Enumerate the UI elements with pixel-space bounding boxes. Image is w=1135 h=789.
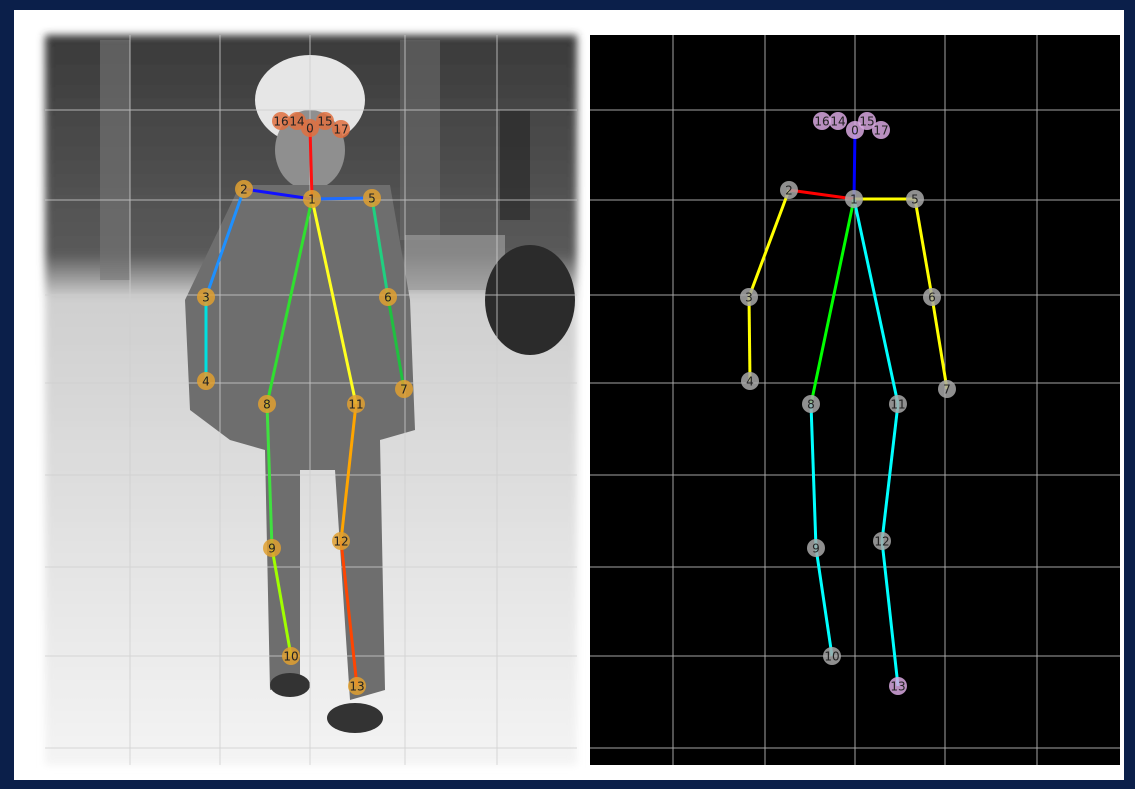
keypoint-label: 0 xyxy=(306,122,314,136)
keypoint-label: 17 xyxy=(333,123,348,137)
limb xyxy=(311,196,373,201)
keypoint xyxy=(395,380,413,398)
keypoint-label: 7 xyxy=(943,383,951,397)
keypoint-label: 10 xyxy=(824,650,839,664)
keypoint-label: 4 xyxy=(746,375,754,389)
limb xyxy=(204,188,246,298)
keypoint xyxy=(235,180,253,198)
keypoint xyxy=(807,539,825,557)
keypoint-label: 8 xyxy=(807,398,815,412)
keypoint-label: 6 xyxy=(384,291,392,305)
keypoint-label: 9 xyxy=(812,542,820,556)
keypoint xyxy=(741,372,759,390)
keypoint-label: 7 xyxy=(400,383,408,397)
keypoint xyxy=(889,395,907,413)
limb xyxy=(243,187,313,201)
keypoint xyxy=(872,121,890,139)
keypoint xyxy=(332,120,350,138)
keypoint xyxy=(282,647,300,665)
keypoint xyxy=(740,288,758,306)
limb xyxy=(852,198,900,405)
grid xyxy=(45,35,1120,765)
keypoint xyxy=(347,395,365,413)
keypoint xyxy=(845,190,863,208)
keypoint-label: 1 xyxy=(308,193,316,207)
keypoint xyxy=(802,395,820,413)
keypoint-label: 3 xyxy=(745,291,753,305)
keypoint-label: 2 xyxy=(240,183,248,197)
keypoint-label: 12 xyxy=(874,535,889,549)
keypoint xyxy=(823,647,841,665)
keypoint-label: 9 xyxy=(268,542,276,556)
keypoint xyxy=(303,190,321,208)
limb xyxy=(310,198,358,405)
keypoint-label: 11 xyxy=(348,398,363,412)
keypoint xyxy=(316,112,334,130)
keypoint-label: 11 xyxy=(890,398,905,412)
keypoint xyxy=(889,677,907,695)
keypoint-label: 13 xyxy=(890,680,905,694)
limb xyxy=(265,198,314,405)
limb xyxy=(339,540,359,687)
keypoint xyxy=(332,532,350,550)
limb xyxy=(308,127,314,200)
keypoint-label: 8 xyxy=(263,398,271,412)
keypoint xyxy=(348,677,366,695)
limb xyxy=(852,129,857,200)
keypoint-label: 15 xyxy=(859,115,874,129)
limb xyxy=(747,296,752,382)
keypoint xyxy=(813,112,831,130)
keypoint xyxy=(288,112,306,130)
keypoint xyxy=(197,372,215,390)
keypoint xyxy=(379,288,397,306)
limb xyxy=(880,540,900,687)
keypoint xyxy=(873,532,891,550)
keypoint xyxy=(829,112,847,130)
keypoint-label: 17 xyxy=(873,124,888,138)
limb xyxy=(747,189,791,298)
limb xyxy=(370,197,390,298)
limb xyxy=(809,403,818,549)
keypoint-label: 14 xyxy=(830,115,845,129)
keypoint-label: 3 xyxy=(202,291,210,305)
limb xyxy=(339,403,358,542)
limb xyxy=(913,198,934,298)
keypoint-label: 1 xyxy=(850,193,858,207)
keypoint xyxy=(263,539,281,557)
keypoint-label: 0 xyxy=(851,124,859,138)
keypoint-label: 16 xyxy=(273,115,288,129)
keypoint-label: 15 xyxy=(317,115,332,129)
keypoint xyxy=(780,181,798,199)
keypoint-label: 10 xyxy=(283,650,298,664)
limb xyxy=(880,403,900,542)
limb xyxy=(814,547,834,657)
keypoint-label: 12 xyxy=(333,535,348,549)
limb xyxy=(386,296,406,390)
keypoint-label: 14 xyxy=(289,115,304,129)
limb xyxy=(265,403,274,549)
keypoint-label: 2 xyxy=(785,184,793,198)
keypoint-label: 13 xyxy=(349,680,364,694)
keypoint xyxy=(258,395,276,413)
keypoint xyxy=(272,112,290,130)
keypoint-label: 5 xyxy=(911,193,919,207)
keypoint xyxy=(858,112,876,130)
keypoint xyxy=(938,380,956,398)
keypoint-label: 6 xyxy=(928,291,936,305)
limb xyxy=(809,198,856,405)
keypoint-label: 16 xyxy=(814,115,829,129)
keypoint xyxy=(363,189,381,207)
keypoint xyxy=(197,288,215,306)
keypoint xyxy=(906,190,924,208)
limb xyxy=(270,547,293,657)
keypoint xyxy=(923,288,941,306)
limb xyxy=(930,296,949,390)
keypoint-label: 4 xyxy=(202,375,210,389)
keypoint-label: 5 xyxy=(368,192,376,206)
limb xyxy=(788,188,855,201)
